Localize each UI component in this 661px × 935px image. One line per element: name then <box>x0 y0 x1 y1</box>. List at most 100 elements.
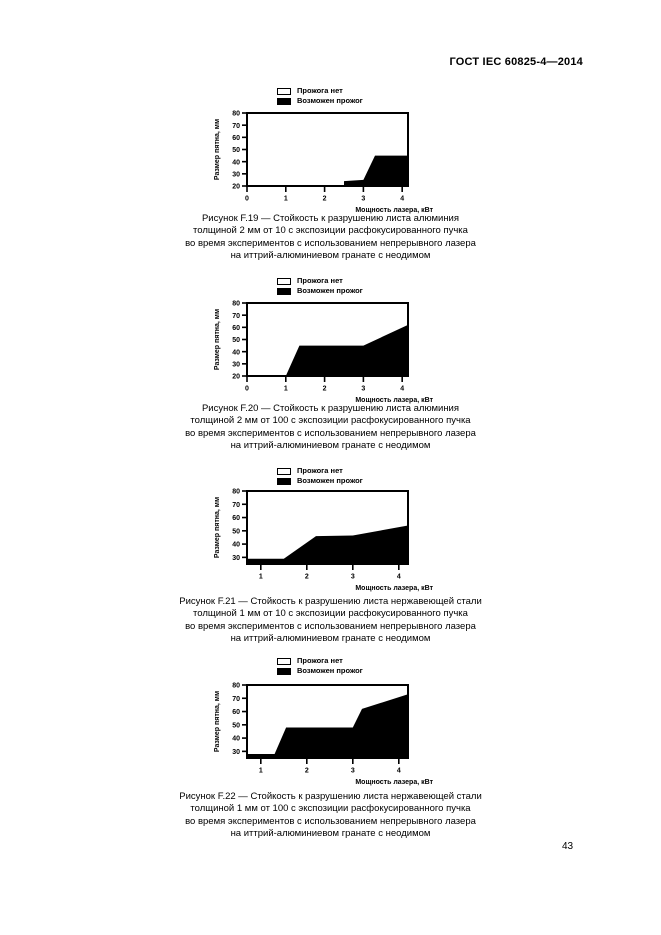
no-burn-swatch-icon <box>277 87 291 95</box>
legend-item-no-burn: Прожога нет <box>277 86 417 96</box>
caption-f20: Рисунок F.20 — Стойкость к разрушению ли… <box>0 403 661 453</box>
caption-line: Рисунок F.20 — Стойкость к разрушению ли… <box>201 403 460 414</box>
y-tick-label: 20 <box>232 184 240 191</box>
x-tick-label: 1 <box>284 386 288 393</box>
legend-item-possible-burn: Возможен прожог <box>277 286 417 296</box>
x-tick-label: 4 <box>400 386 404 393</box>
y-tick-label: 60 <box>232 325 240 332</box>
x-tick-label: 4 <box>400 196 404 203</box>
x-tick-label: 0 <box>245 386 249 393</box>
no-burn-swatch-icon <box>277 277 291 285</box>
legend-label: Прожога нет <box>297 276 343 286</box>
x-axis: 1 2 3 4 <box>259 758 401 775</box>
legend-item-no-burn: Прожога нет <box>277 466 417 476</box>
x-axis: 0 1 2 3 4 <box>245 376 404 393</box>
y-tick-label: 70 <box>232 696 240 703</box>
caption-line: Рисунок F.22 — Стойкость к разрушению ли… <box>179 791 482 802</box>
y-tick-label: 60 <box>232 515 240 522</box>
caption-f19: Рисунок F.19 — Стойкость к разрушению ли… <box>0 213 661 263</box>
y-tick-label: 50 <box>232 337 240 344</box>
y-axis-label: Размер пятна, мм <box>214 497 221 558</box>
x-tick-label: 3 <box>351 574 355 581</box>
caption-line: на иттрий-алюминиевом гранате с неодимом <box>230 828 431 840</box>
y-tick-label: 50 <box>232 147 240 154</box>
plot-frame <box>246 490 409 565</box>
y-axis: 30 40 50 60 70 80 <box>232 683 247 756</box>
y-tick-label: 70 <box>232 123 240 130</box>
y-tick-label: 80 <box>232 111 240 118</box>
document-header: ГОСТ IEC 60825-4—2014 <box>449 56 583 68</box>
caption-line: толщиной 2 мм от 100 с экспозиции расфок… <box>190 415 471 427</box>
caption-line: толщиной 1 мм от 10 с экспозиции расфоку… <box>193 608 468 620</box>
legend-label: Прожога нет <box>297 466 343 476</box>
legend-item-no-burn: Прожога нет <box>277 276 417 286</box>
x-tick-label: 2 <box>305 768 309 775</box>
possible-burn-swatch-icon <box>277 287 291 295</box>
legend-f22: Прожога нет Возможен прожог <box>277 656 417 676</box>
x-tick-label: 1 <box>284 196 288 203</box>
x-axis-label: Мощность лазера, кВт <box>355 779 433 786</box>
no-burn-swatch-icon <box>277 467 291 475</box>
y-axis: 30 40 50 60 70 80 <box>232 489 247 562</box>
y-tick-label: 60 <box>232 709 240 716</box>
y-tick-label: 40 <box>232 159 240 166</box>
x-axis: 0 1 2 3 4 <box>245 186 404 203</box>
chart-figure-f19: 20 30 40 50 60 70 80 0 1 2 3 4 Размер пятна, мм Мощно… <box>214 111 434 214</box>
chart-figure-f20: 20 30 40 50 60 70 80 0 1 2 3 4 Размер пятна, мм Мощно… <box>214 301 434 404</box>
possible-burn-region <box>247 694 408 758</box>
caption-line: на иттрий-алюминиевом гранате с неодимом <box>230 633 431 645</box>
possible-burn-swatch-icon <box>277 667 291 675</box>
y-tick-label: 50 <box>232 528 240 535</box>
x-tick-label: 3 <box>361 196 365 203</box>
legend-label: Прожога нет <box>297 656 343 666</box>
y-tick-label: 30 <box>232 171 240 178</box>
caption-line: во время экспериментов с использованием … <box>185 815 476 827</box>
x-tick-label: 2 <box>305 574 309 581</box>
y-tick-label: 60 <box>232 135 240 142</box>
y-axis-label: Размер пятна, мм <box>214 691 221 752</box>
possible-burn-region <box>285 324 408 376</box>
y-tick-label: 70 <box>232 502 240 509</box>
x-axis-label: Мощность лазера, кВт <box>355 585 433 592</box>
plot-frame <box>246 684 409 759</box>
legend-label: Возможен прожог <box>297 476 363 486</box>
no-burn-swatch-icon <box>277 657 291 665</box>
legend-f19: Прожога нет Возможен прожог <box>277 86 417 106</box>
x-axis-label: Мощность лазера, кВт <box>355 207 433 214</box>
legend-item-possible-burn: Возможен прожог <box>277 666 417 676</box>
caption-f21: Рисунок F.21 — Стойкость к разрушению ли… <box>0 596 661 646</box>
legend-f20: Прожога нет Возможен прожог <box>277 276 417 296</box>
y-tick-label: 80 <box>232 301 240 308</box>
x-tick-label: 3 <box>361 386 365 393</box>
y-tick-label: 40 <box>232 349 240 356</box>
y-tick-label: 30 <box>232 749 240 756</box>
chart-figure-f22: 30 40 50 60 70 80 1 2 3 4 Размер пятна, мм Мощность… <box>214 683 434 786</box>
y-tick-label: 50 <box>232 722 240 729</box>
y-axis: 20 30 40 50 60 70 80 <box>232 301 247 381</box>
caption-line: на иттрий-алюминиевом гранате с неодимом <box>230 250 431 262</box>
caption-line: на иттрий-алюминиевом гранате с неодимом <box>230 440 431 452</box>
legend-item-no-burn: Прожога нет <box>277 656 417 666</box>
x-tick-label: 4 <box>397 768 401 775</box>
x-tick-label: 4 <box>397 574 401 581</box>
x-axis: 1 2 3 4 <box>259 564 401 581</box>
possible-burn-swatch-icon <box>277 477 291 485</box>
caption-line: во время экспериментов с использованием … <box>185 620 476 632</box>
x-tick-label: 2 <box>323 386 327 393</box>
legend-item-possible-burn: Возможен прожог <box>277 96 417 106</box>
y-tick-label: 30 <box>232 555 240 562</box>
caption-line: во время экспериментов с использованием … <box>185 427 476 439</box>
legend-label: Возможен прожог <box>297 286 363 296</box>
y-tick-label: 80 <box>232 683 240 690</box>
x-tick-label: 2 <box>323 196 327 203</box>
caption-line: во время экспериментов с использованием … <box>185 237 476 249</box>
caption-line: Рисунок F.19 — Стойкость к разрушению ли… <box>201 213 460 224</box>
y-axis-label: Размер пятна, мм <box>214 309 221 370</box>
y-tick-label: 20 <box>232 374 240 381</box>
caption-f22: Рисунок F.22 — Стойкость к разрушению ли… <box>0 791 661 841</box>
legend-item-possible-burn: Возможен прожог <box>277 476 417 486</box>
chart-figure-f21: 30 40 50 60 70 80 1 2 3 4 Размер пятна, мм Мощность… <box>214 489 434 592</box>
caption-line: толщиной 1 мм от 100 с экспозиции расфок… <box>190 803 471 815</box>
y-tick-label: 70 <box>232 313 240 320</box>
